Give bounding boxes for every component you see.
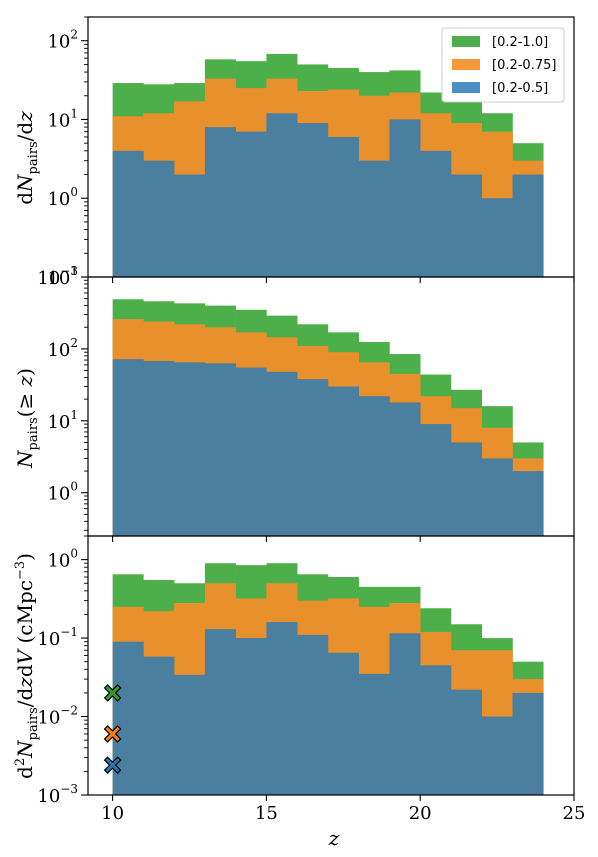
xtick-label: 10 [101,803,124,824]
axes-frame-2 [87,535,575,796]
bar-2-3 [204,629,236,795]
ytick-label: 10−1 [37,625,78,650]
bar-2-1 [143,656,175,795]
bottom-ylabel: d2Npairs/dzdV (cMpc−3) [13,553,41,779]
legend-swatch-2 [452,82,480,93]
panel-middle: 100 101 102 103 [47,264,575,542]
marker-x-shape-2 [103,756,122,775]
ytick-label: 101 [47,106,78,131]
ytick-label: 101 [47,408,78,433]
xtick-label: 25 [563,803,586,824]
bar-2-5 [266,371,298,536]
ytick-label: 10−2 [37,704,78,729]
bar-2-7 [327,652,359,795]
legend: [0.2-1.0] [0.2-0.75] [0.2-0.5] [441,27,565,103]
bar-2-7 [327,136,359,277]
ytick-label: 102 [47,28,78,53]
legend-swatch-0 [452,36,480,47]
ytick-label: 102 [47,336,78,361]
bar-2-8 [358,396,390,536]
bar-2-5 [266,113,298,278]
bar-2-9 [389,633,421,795]
bar-2-13 [512,174,544,277]
marker-x-1 [103,725,122,743]
bar-2-2 [174,674,206,795]
bar-2-7 [327,386,359,536]
bar-2-6 [297,379,329,536]
xtick-label: 20 [409,803,432,824]
top-ylabel: dNpairs/dz [13,111,41,205]
bar-2-4 [235,367,267,536]
bar-2-2 [174,362,206,536]
bar-2-6 [297,634,329,795]
bar-2-13 [512,692,544,795]
panel-bottom: 10−3 10−2 10−1 100 10 15 20 25 [37,535,586,824]
bar-2-8 [358,673,390,795]
legend-swatch-1 [452,59,480,70]
ytick-label: 103 [47,264,78,289]
legend-label-1: [0.2-0.75] [492,58,556,73]
bar-2-2 [174,174,206,277]
bar-2-8 [358,160,390,277]
marker-x-shape-1 [103,725,122,743]
bar-2-1 [143,160,175,277]
bar-2-13 [512,471,544,536]
bar-2-9 [389,402,421,536]
xlabel: z [328,826,340,850]
bar-2-10 [420,150,452,277]
bar-2-1 [143,360,175,536]
bar-2-0 [112,150,144,277]
xtick-label: 15 [255,803,278,824]
bar-2-6 [297,123,329,277]
panel-top: 10−1 100 101 102 [37,16,575,289]
bar-2-3 [204,127,236,277]
bar-2-11 [450,174,483,277]
ytick-label: 10−1 [37,264,78,289]
bar-2-4 [235,638,267,795]
bar-2-0 [112,359,144,536]
bar-2-12 [481,458,513,536]
bar-2-10 [420,665,452,795]
bar-2-10 [420,424,452,536]
bar-2-12 [481,198,513,277]
bar-2-11 [450,689,483,795]
bar-2-11 [450,442,483,536]
bar-2-5 [266,622,298,795]
middle-ylabel: Npairs(≥ z) [13,368,41,469]
ytick-label: 100 [47,480,78,505]
bar-2-9 [389,119,421,277]
legend-label-0: [0.2-1.0] [492,35,548,50]
marker-x-shape-0 [103,684,122,702]
bar-2-3 [204,363,236,536]
marker-x-0 [103,684,122,702]
bar-2-4 [235,131,267,277]
bar-2-12 [481,716,513,795]
ytick-label: 100 [47,547,78,572]
ytick-label: 100 [47,185,78,210]
legend-label-2: [0.2-0.5] [492,81,548,96]
marker-x-2 [103,756,122,775]
ytick-label: 10−3 [37,782,78,807]
